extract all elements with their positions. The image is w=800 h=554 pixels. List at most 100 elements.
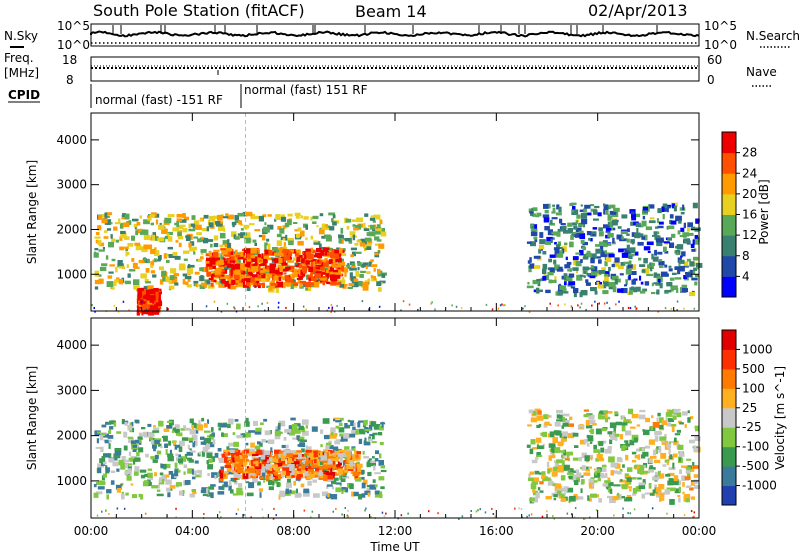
echo-cell — [205, 266, 208, 273]
echo-cell — [336, 273, 343, 276]
echo-cell — [130, 440, 135, 446]
echo-cell — [122, 213, 127, 218]
echo-cell — [560, 475, 566, 481]
echo-cell — [347, 509, 349, 512]
echo-cell — [621, 252, 629, 258]
echo-cell — [339, 433, 347, 437]
echo-cell — [613, 427, 616, 433]
echo-cell — [187, 468, 194, 474]
echo-cell — [530, 231, 538, 237]
echo-cell — [428, 510, 430, 513]
echo-cell — [530, 483, 537, 490]
echo-cell — [591, 484, 595, 487]
echo-cell — [373, 231, 381, 235]
echo-cell — [216, 257, 221, 261]
echo-cell — [669, 277, 675, 281]
echo-cell — [602, 290, 609, 295]
colorbar-tick-label: -100 — [742, 440, 769, 454]
echo-cell — [209, 255, 214, 258]
echo-cell — [189, 264, 195, 268]
echo-cell — [576, 274, 583, 281]
echo-cell — [172, 227, 179, 232]
echo-cell — [593, 480, 598, 483]
colorbar-tick-label: 28 — [742, 146, 757, 160]
echo-cell — [672, 415, 677, 420]
echo-cell — [137, 293, 143, 298]
echo-cell — [607, 205, 611, 210]
echo-cell — [651, 292, 656, 295]
echo-cell — [150, 289, 154, 294]
echo-cell — [560, 497, 567, 502]
echo-cell — [274, 449, 281, 454]
echo-cell — [294, 469, 298, 476]
echo-cell — [626, 244, 630, 251]
echo-cell — [289, 265, 295, 270]
echo-cell — [627, 228, 630, 233]
echo-cell — [628, 253, 635, 257]
echo-cell — [566, 451, 573, 456]
echo-cell — [115, 239, 120, 243]
echo-cell — [341, 276, 345, 281]
echo-cell — [527, 281, 530, 285]
echo-cell — [328, 281, 330, 285]
echo-cell — [297, 240, 304, 246]
echo-cell — [364, 490, 371, 495]
echo-cell — [652, 422, 660, 428]
echo-cell — [661, 440, 668, 445]
echo-cell — [233, 441, 239, 447]
echo-cell — [661, 206, 665, 212]
echo-cell — [180, 428, 185, 431]
echo-cell — [655, 448, 658, 454]
echo-cell — [692, 462, 695, 466]
echo-cell — [540, 277, 544, 282]
echo-cell — [243, 258, 247, 265]
echo-cell — [671, 426, 675, 432]
echo-cell — [626, 238, 630, 243]
echo-cell — [680, 288, 683, 292]
echo-cell — [291, 273, 295, 280]
echo-cell — [536, 278, 542, 282]
echo-cell — [250, 442, 255, 448]
echo-cell — [583, 472, 591, 476]
echo-cell — [132, 444, 138, 448]
echo-cell — [366, 461, 371, 468]
echo-cell — [568, 273, 575, 278]
echo-cell — [332, 467, 336, 470]
echo-cell — [569, 241, 574, 248]
echo-cell — [100, 446, 104, 453]
echo-cell — [659, 473, 665, 479]
echo-cell — [249, 223, 255, 226]
echo-cell — [352, 471, 357, 477]
echo-cell — [588, 267, 595, 270]
echo-cell — [324, 434, 330, 440]
echo-cell — [163, 435, 168, 442]
echo-cell — [635, 486, 641, 491]
echo-cell — [585, 252, 592, 258]
echo-cell — [470, 510, 472, 512]
echo-cell — [158, 420, 164, 427]
echo-cell — [668, 478, 674, 483]
echo-cell — [189, 448, 192, 451]
echo-cell — [625, 442, 628, 446]
echo-cell — [684, 476, 691, 480]
echo-cell — [541, 471, 546, 476]
echo-cell — [109, 426, 114, 430]
echo-cell — [333, 471, 337, 475]
echo-cell — [658, 259, 663, 262]
echo-cell — [159, 472, 164, 476]
echo-cell — [626, 477, 632, 482]
echo-cell — [658, 424, 664, 429]
echo-cell — [362, 281, 369, 288]
echo-cell — [563, 230, 569, 234]
echo-cell — [661, 206, 668, 212]
echo-cell — [327, 252, 332, 256]
echo-cell — [98, 480, 105, 486]
echo-cell — [687, 410, 690, 414]
echo-cell — [170, 268, 177, 274]
echo-cell — [338, 235, 344, 239]
echo-cell — [621, 236, 624, 240]
echo-cell — [643, 258, 648, 264]
echo-cell — [648, 439, 655, 445]
echo-cell — [330, 253, 335, 259]
echo-cell — [143, 257, 146, 262]
